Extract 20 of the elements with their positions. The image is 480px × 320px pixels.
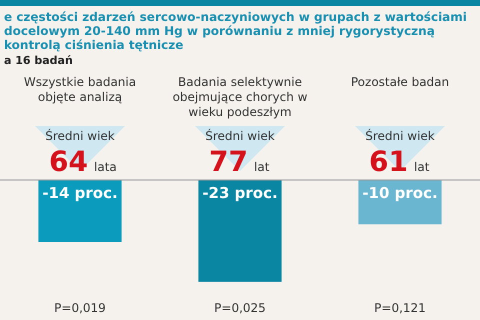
chart-subtitle: a 16 badań [4,54,73,67]
text: Średni wiek [205,128,275,143]
data-label: -10 proc. [362,184,438,202]
data-label: -23 proc. [202,184,278,202]
text: P=0,025 [214,301,266,315]
text: P=0,019 [54,301,106,315]
x-tick-label: Badania selektywnie obejmujące chorych w wieku podeszłym [172,75,308,119]
x-tick-label: Wszystkie badania objęte analizą [24,75,136,104]
text: Średni wiek [365,128,435,143]
chart-title: e częstości zdarzeń sercowo-naczyniowych w grupach z wartościami docelowym 20-140 mm Hg w porównaniu z mniej rygorystyczną kontrolą ciśnienia tętnicze [4,10,468,52]
text: 64 [49,145,88,178]
text: P=0,121 [374,301,426,315]
x-tick-label: Pozostałe badan [350,75,450,89]
text: lata [94,160,117,174]
text: Średni wiek [45,128,115,143]
text: 77 [209,145,248,178]
text: lat [414,160,430,174]
data-label: -14 proc. [42,184,118,202]
text: 61 [369,145,408,178]
text: lat [254,160,270,174]
